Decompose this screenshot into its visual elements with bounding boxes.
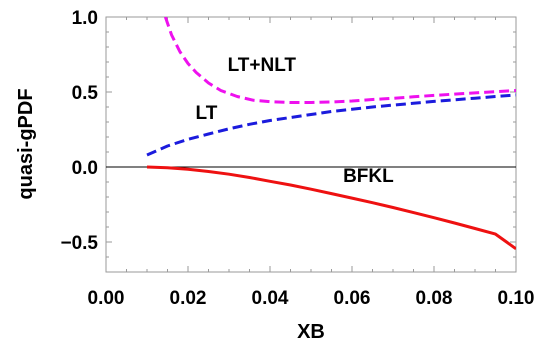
series-line-lt-nlt	[163, 17, 516, 104]
x-axis-title: XB	[297, 321, 325, 343]
x-tick-label: 0.00	[88, 288, 125, 309]
series-layer	[146, 17, 516, 251]
series-line-bfkl	[146, 165, 516, 251]
y-tick-labels: 1.0 0.5 0.0 −0.5	[60, 8, 98, 254]
x-tick-label: 0.10	[498, 288, 535, 309]
y-tick-label: −0.5	[60, 233, 98, 254]
series-annotation: LT+NLT	[228, 55, 297, 76]
series-annotation: LT	[196, 103, 218, 124]
y-tick-label: 0.5	[72, 83, 99, 104]
x-tick-label: 0.02	[170, 288, 207, 309]
annotations: LT+NLT LT BFKL	[196, 55, 395, 187]
y-axis-title: quasi-gPDF	[15, 88, 37, 199]
x-tick-label: 0.06	[334, 288, 371, 309]
y-tick-label: 0.0	[72, 158, 98, 179]
series-annotation: BFKL	[343, 166, 394, 187]
y-tick-label: 1.0	[72, 8, 98, 29]
ticks	[105, 16, 517, 273]
x-tick-label: 0.08	[416, 288, 453, 309]
x-tick-labels: 0.00 0.02 0.04 0.06 0.08 0.10	[88, 288, 535, 309]
series-line-lt	[146, 93, 516, 157]
x-tick-label: 0.04	[252, 288, 289, 309]
